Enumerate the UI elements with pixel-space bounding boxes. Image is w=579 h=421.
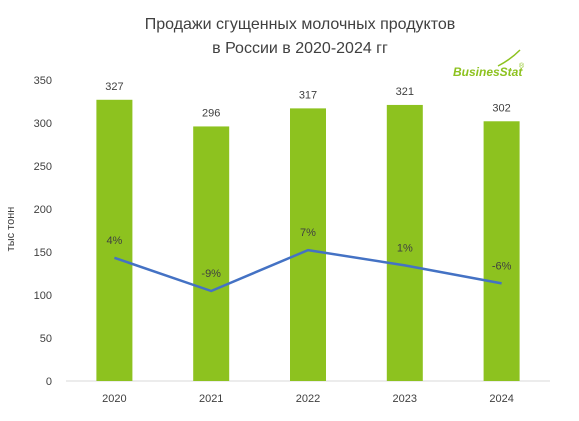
bar — [483, 121, 520, 381]
percent-change-labels: 4% -9% 7% 1% -6% — [106, 227, 511, 280]
percent-change-label: -9% — [201, 268, 221, 280]
y-tick-label: 100 — [34, 290, 52, 302]
bar-value-label: 321 — [396, 86, 414, 98]
percent-change-label: 1% — [397, 242, 413, 254]
percent-change-line — [113, 248, 502, 293]
bar-value-label: 317 — [299, 89, 317, 101]
bar-value-label: 302 — [492, 102, 510, 114]
x-tick-label: 2024 — [489, 393, 513, 405]
businesstat-logo: BusinesStat ® — [453, 49, 525, 79]
y-tick-label: 50 — [40, 333, 52, 345]
bar-value-label: 296 — [202, 107, 220, 119]
logo-swoosh-icon — [497, 49, 521, 67]
bar — [290, 108, 326, 381]
y-tick-label: 250 — [34, 161, 52, 173]
x-tick-label: 2020 — [102, 393, 126, 405]
percent-change-label: 7% — [300, 227, 316, 239]
y-tick-label: 0 — [46, 376, 52, 388]
bar-value-labels: 327 296 317 321 302 — [105, 81, 511, 120]
x-tick-label: 2023 — [393, 393, 417, 405]
bar-value-label: 327 — [105, 81, 123, 93]
y-tick-label: 150 — [34, 247, 52, 259]
y-tick-label: 200 — [34, 204, 52, 216]
chart-title-line-1: Продажи сгущенных молочных продуктов — [145, 16, 456, 33]
x-axis-ticks: 2020 2021 2022 2023 2024 — [102, 393, 514, 405]
bars — [96, 99, 520, 381]
x-tick-label: 2021 — [199, 393, 223, 405]
bar — [193, 126, 230, 381]
bar — [96, 99, 133, 381]
chart-title-line-2: в России в 2020-2024 гг — [212, 40, 388, 57]
y-axis-label: тыс тонн — [5, 207, 17, 252]
x-tick-label: 2022 — [296, 393, 320, 405]
bar — [386, 104, 423, 381]
logo-mark: ® — [519, 62, 525, 70]
y-tick-label: 350 — [34, 75, 52, 87]
logo-text: BusinesStat — [453, 65, 523, 79]
percent-change-label: -6% — [492, 260, 512, 272]
y-axis-ticks: 0 50 100 150 200 250 300 350 — [34, 75, 52, 388]
percent-change-label: 4% — [106, 235, 122, 247]
y-tick-label: 300 — [34, 118, 52, 130]
